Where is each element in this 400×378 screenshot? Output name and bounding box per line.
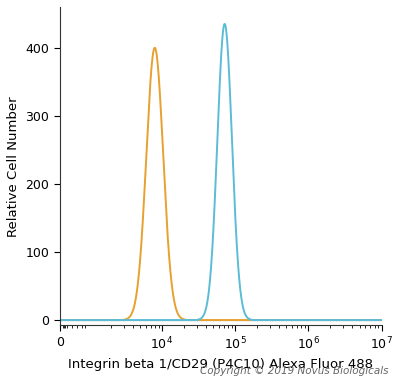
Y-axis label: Relative Cell Number: Relative Cell Number	[7, 96, 20, 237]
X-axis label: Integrin beta 1/CD29 (P4C10) Alexa Fluor 488: Integrin beta 1/CD29 (P4C10) Alexa Fluor…	[68, 358, 373, 371]
Text: Copyright © 2019 Novus Biologicals: Copyright © 2019 Novus Biologicals	[200, 366, 388, 376]
